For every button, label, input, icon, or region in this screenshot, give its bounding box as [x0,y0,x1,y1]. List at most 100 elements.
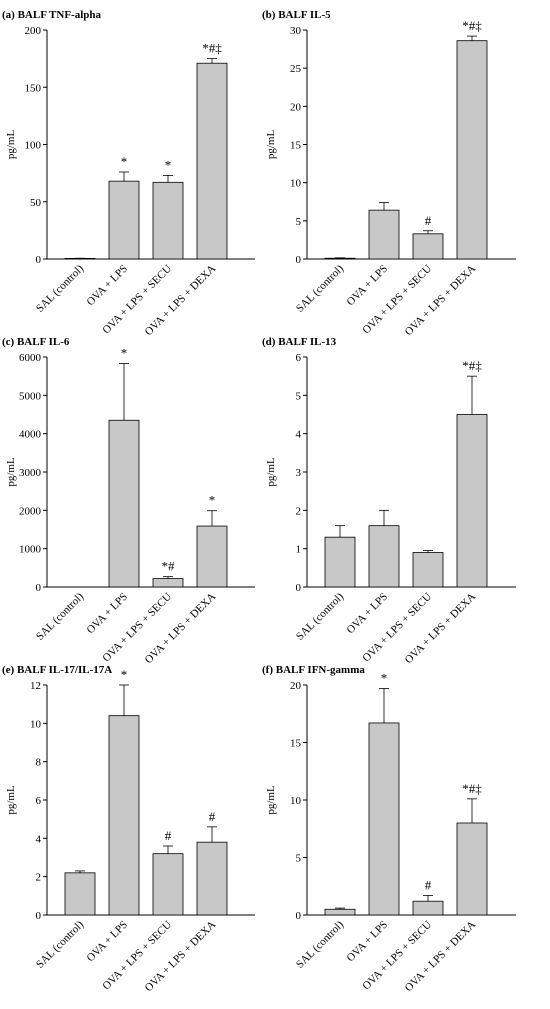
y-tick-label: 6 [296,352,302,364]
y-tick-label: 4 [296,429,302,441]
bar [152,578,184,588]
y-axis-label: pg/mL [265,130,277,160]
bar [456,40,488,260]
panel-title: (c) BALF IL-6 [2,336,70,348]
significance-label: * [121,667,128,682]
bar [412,552,444,588]
significance-label: * [121,154,128,169]
bar [412,900,444,916]
bar [152,853,184,916]
y-tick-label: 2 [36,872,42,884]
chart-panel-1: (a) BALF TNF-alpha 0 50 100 150 200 pg/mL SAL (… [2,9,255,338]
x-tick-label: SAL (control) [34,590,86,642]
x-tick-label: OVA + LPS [345,263,391,309]
significance-label: *#‡ [462,18,482,33]
y-axis-label: pg/mL [5,785,17,815]
y-tick-label: 30 [290,25,302,37]
y-tick-label: 0 [36,582,42,594]
y-tick-label: 0 [296,910,302,922]
y-tick-label: 1000 [19,544,42,556]
y-axis-label: pg/mL [265,457,277,487]
bar [368,525,400,588]
bar [324,908,356,916]
y-tick-label: 0 [296,254,302,266]
chart-panel-5: (e) BALF IL-17/IL-17A 0 2 4 6 8 10 12 pg/mL SAL (… [2,664,255,994]
bar [196,841,228,916]
y-tick-label: 200 [25,25,42,37]
y-tick-label: 2000 [19,505,42,517]
y-tick-label: 5 [296,853,302,865]
significance-label: * [165,157,172,172]
panel-title: (d) BALF IL-13 [262,336,337,348]
y-tick-label: 3 [296,467,302,479]
y-axis-label: pg/mL [5,130,17,160]
y-axis-label: pg/mL [265,785,277,815]
bar [324,257,356,260]
significance-label: * [209,493,216,508]
y-tick-label: 0 [36,910,42,922]
significance-label: # [425,213,432,228]
panel-title: (e) BALF IL-17/IL-17A [2,664,112,676]
significance-label: * [381,670,388,685]
y-tick-label: 12 [30,680,41,692]
chart-panel-6: (f) BALF IFN-gamma 0 5 10 15 20 pg/mL SAL (cont… [262,664,516,994]
chart-panel-3: (c) BALF IL-6 0 1000 2000 3000 4000 5000 6000 pg… [2,336,255,666]
bar [196,62,228,260]
y-tick-label: 4000 [19,429,42,441]
significance-label: * [121,346,128,361]
x-tick-label: SAL (control) [294,918,346,970]
bar [152,181,184,260]
y-tick-label: 5 [296,216,302,228]
bar [368,722,400,916]
bar [456,414,488,588]
bar [324,536,356,588]
y-axis-label: pg/mL [5,457,17,487]
significance-label: *#‡ [462,358,482,373]
bar [368,209,400,260]
panel-title: (f) BALF IFN-gamma [262,664,365,676]
panel-title: (b) BALF IL-5 [262,9,331,21]
x-tick-label: OVA + LPS [85,919,131,965]
significance-label: *#‡ [202,41,222,56]
y-tick-label: 0 [296,582,302,594]
bar [64,872,96,916]
bar [108,419,140,588]
x-tick-label: OVA + LPS [85,591,131,637]
x-tick-label: OVA + LPS [345,919,391,965]
y-tick-label: 10 [30,718,42,730]
y-tick-label: 1 [296,544,302,556]
y-tick-label: 150 [25,82,42,94]
x-tick-label: OVA + LPS [85,263,131,309]
y-tick-label: 15 [290,738,302,750]
y-tick-label: 6000 [19,352,42,364]
x-tick-label: SAL (control) [34,262,86,314]
significance-label: # [165,828,172,843]
chart-panel-2: (b) BALF IL-5 0 5 10 15 20 25 30 pg/mL SAL (contr… [262,9,516,338]
y-tick-label: 5 [296,390,302,402]
x-tick-label: OVA + LPS [345,591,391,637]
panel-title: (a) BALF TNF-alpha [2,9,102,21]
y-tick-label: 20 [290,101,302,113]
significance-label: *# [162,559,176,574]
y-tick-label: 0 [36,254,42,266]
x-tick-label: SAL (control) [294,590,346,642]
x-tick-label: SAL (control) [294,262,346,314]
chart-panel-4: (d) BALF IL-13 0 1 2 3 4 5 6 pg/mL SAL (control)O… [262,336,516,666]
bar [108,180,140,260]
significance-label: # [425,877,432,892]
y-tick-label: 3000 [19,467,42,479]
bar [412,233,444,260]
significance-label: *#‡ [462,781,482,796]
bar [196,525,228,588]
y-tick-label: 2 [296,505,302,517]
y-tick-label: 20 [290,680,302,692]
y-tick-label: 10 [290,795,302,807]
y-tick-label: 15 [290,140,302,152]
y-tick-label: 25 [290,63,302,75]
y-tick-label: 8 [36,757,42,769]
y-tick-label: 5000 [19,390,42,402]
y-tick-label: 100 [25,140,42,152]
y-tick-label: 50 [30,197,42,209]
x-tick-label: SAL (control) [34,918,86,970]
